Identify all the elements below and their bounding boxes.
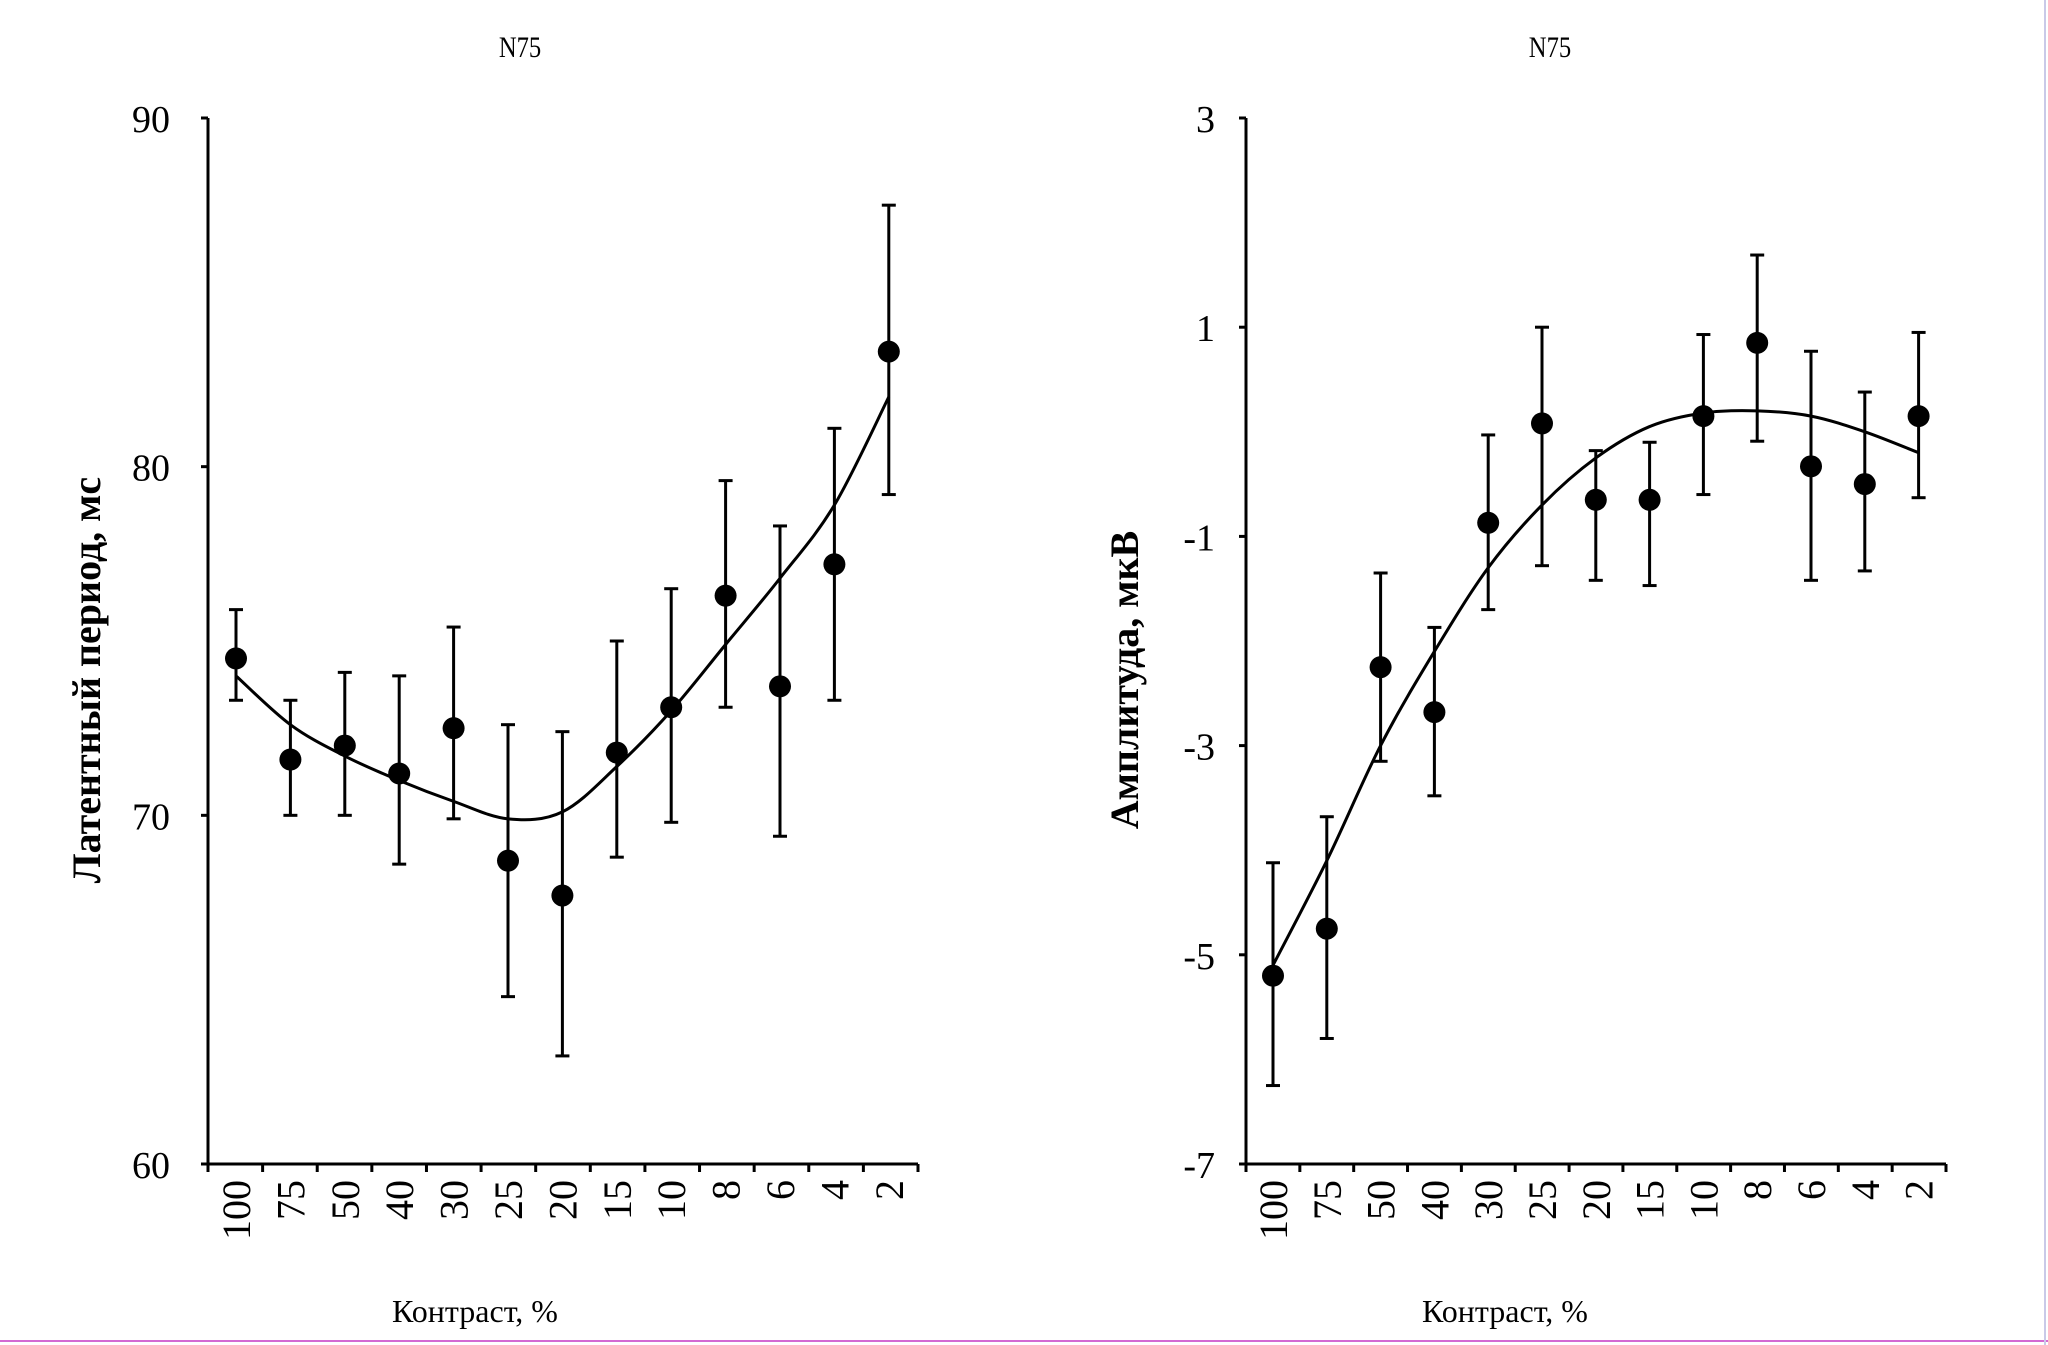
y-tick-label: 90 [132,99,170,141]
x-tick-label: 30 [432,1180,477,1220]
data-point [333,734,356,757]
data-point [823,553,846,576]
x-tick-label: 8 [704,1180,749,1200]
x-tick-label: 40 [377,1180,422,1220]
data-point [1315,917,1338,940]
y-tick-label: 1 [1196,308,1215,350]
data-point [1800,455,1822,478]
data-point [877,340,900,363]
chart-title: N75 [499,31,541,64]
chart-title: N75 [1529,31,1571,64]
y-tick-label: -7 [1183,1145,1215,1187]
data-point [1746,331,1769,354]
data-point [605,741,628,764]
frame-bottom-border [0,1340,2048,1342]
x-tick-label: 2 [867,1180,912,1200]
y-tick-label: 3 [1196,99,1215,141]
x-tick-label: 25 [1520,1180,1565,1220]
y-tick-label: -3 [1183,727,1215,769]
data-point [769,675,791,698]
x-tick-label: 40 [1412,1180,1457,1220]
x-axis-label: Контраст, % [1422,1293,1588,1329]
data-point [1638,488,1661,511]
x-tick-label: 25 [486,1180,531,1220]
x-tick-label: 20 [540,1180,585,1220]
x-axis-label: Контраст, % [392,1293,558,1329]
x-tick-label: 30 [1466,1180,1511,1220]
y-axis-label: Амплитуда, мкВ [1102,531,1147,829]
x-tick-label: 50 [323,1180,368,1220]
x-tick-label: 6 [1789,1180,1834,1200]
data-point [1584,488,1607,511]
x-tick-label: 75 [268,1180,313,1220]
data-point [497,849,519,872]
data-point [388,762,411,785]
y-tick-label: 80 [132,448,170,490]
x-tick-label: 15 [595,1180,640,1220]
x-tick-label: 15 [1628,1180,1673,1220]
data-point [1369,656,1392,679]
y-tick-label: -5 [1183,936,1215,978]
frame-right-border [2044,0,2046,1345]
x-tick-label: 100 [1251,1180,1296,1240]
data-point [1907,405,1930,428]
trend-line [1271,409,1920,966]
y-tick-label: 70 [132,796,170,838]
x-tick-label: 8 [1735,1180,1780,1200]
x-tick-label: 75 [1305,1180,1350,1220]
data-point [660,696,683,719]
data-point [279,748,302,771]
data-point [1262,964,1284,987]
amplitude-chart: N75 3 1 -1 -3 -5 -7 100 75 50 40 30 25 20 15 10 8 6 4 2 Ампл… [1102,31,1948,1329]
x-tick-label: 20 [1574,1180,1619,1220]
y-axis-label: Латентный период, мс [64,477,109,883]
x-tick-label: 50 [1359,1180,1404,1220]
data-point [1477,511,1500,534]
x-tick-label: 10 [649,1180,694,1220]
data-point [714,584,737,607]
data-point [1853,473,1876,496]
data-point [225,647,247,670]
x-tick-label: 10 [1681,1180,1726,1220]
x-tick-label: 4 [812,1180,857,1200]
data-point [551,884,574,907]
x-tick-label: 2 [1897,1180,1942,1200]
data-point [1531,412,1553,435]
y-tick-label: -1 [1183,517,1215,559]
data-point [1692,405,1715,428]
data-point [1423,701,1446,724]
x-tick-label: 100 [214,1180,259,1240]
latency-chart: N75 60 70 80 90 100 75 50 40 30 25 20 15 10 8 6 4 2 Латент… [64,31,920,1329]
y-tick-label: 60 [132,1145,170,1187]
x-tick-label: 4 [1843,1180,1888,1200]
x-tick-label: 6 [758,1180,803,1200]
data-point [442,717,465,740]
